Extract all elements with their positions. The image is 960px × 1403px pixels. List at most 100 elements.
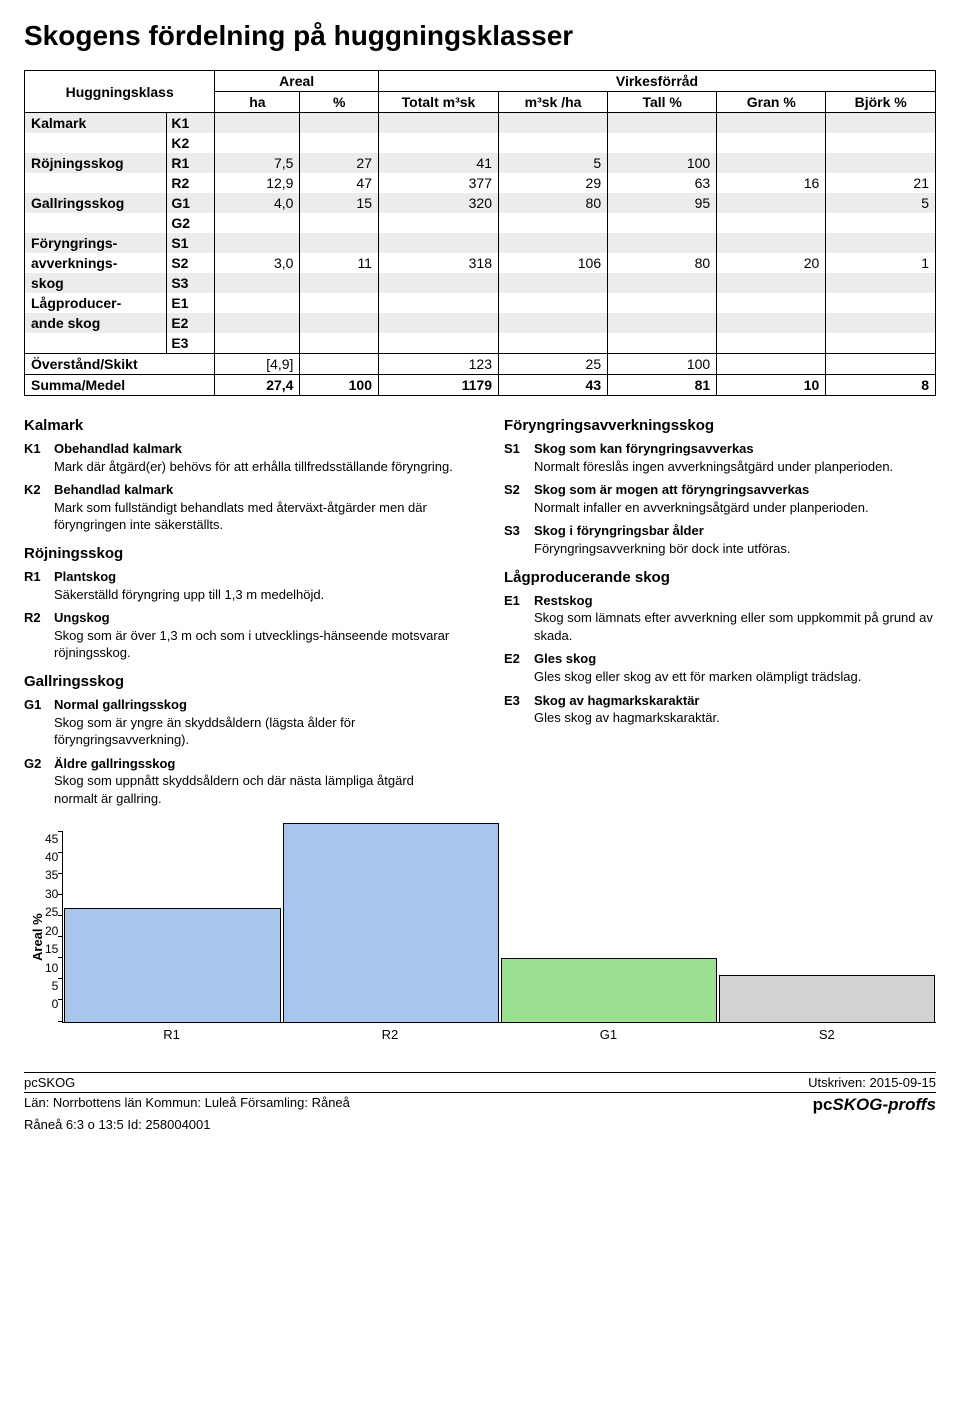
chart-ytick: 10 [45, 961, 58, 975]
cell [25, 173, 167, 193]
cell [300, 273, 379, 293]
cell [378, 233, 498, 253]
cell [215, 133, 300, 153]
cell [826, 133, 935, 153]
table-row: Föryngrings-S1 [25, 233, 935, 253]
cell: 16 [717, 173, 826, 193]
cell [300, 313, 379, 333]
cell [608, 273, 717, 293]
cell [717, 333, 826, 354]
th-areal: Areal [215, 71, 379, 92]
cell [300, 113, 379, 134]
chart-xlabel: R1 [62, 1027, 280, 1042]
table-row: KalmarkK1 [25, 113, 935, 134]
def-entry: S2Skog som är mogen att föryngringsavver… [504, 481, 936, 516]
cell: 41 [378, 153, 498, 173]
chart-bar [64, 908, 280, 1022]
cell: skog [25, 273, 167, 293]
cell [378, 133, 498, 153]
cell: R1 [167, 153, 215, 173]
cell [215, 333, 300, 354]
cell: 63 [608, 173, 717, 193]
cell: K1 [167, 113, 215, 134]
cell [378, 213, 498, 233]
cell [300, 233, 379, 253]
footer: pcSKOG Utskriven: 2015-09-15 Län: Norrbo… [24, 1072, 936, 1132]
cell: 4,0 [215, 193, 300, 213]
def-heading: Röjningsskog [24, 544, 456, 564]
main-table: Huggningsklass Areal Virkesförråd ha % T… [25, 71, 935, 395]
chart-ylabel: Areal % [24, 832, 45, 1042]
chart-ytick: 20 [45, 924, 58, 938]
cell [300, 133, 379, 153]
chart-xlabel: G1 [499, 1027, 717, 1042]
cell [378, 333, 498, 354]
cell [300, 333, 379, 354]
table-row: G2 [25, 213, 935, 233]
cell: 27 [300, 153, 379, 173]
def-entry: E1RestskogSkog som lämnats efter avverkn… [504, 592, 936, 645]
def-entry: R1PlantskogSäkerställd föryngring upp ti… [24, 568, 456, 603]
chart-ytick: 25 [45, 905, 58, 919]
table-row-over: Överstånd/Skikt[4,9]12325100 [25, 354, 935, 375]
chart-bar [719, 975, 935, 1021]
cell [717, 133, 826, 153]
cell [717, 293, 826, 313]
cell: S2 [167, 253, 215, 273]
cell [608, 213, 717, 233]
table-row: E3 [25, 333, 935, 354]
cell: 7,5 [215, 153, 300, 173]
cell [717, 273, 826, 293]
def-entry: S1Skog som kan föryngringsavverkasNormal… [504, 440, 936, 475]
chart-bar [501, 958, 717, 1021]
chart-ytick: 5 [45, 979, 58, 993]
cell [717, 193, 826, 213]
def-heading: Lågproducerande skog [504, 568, 936, 588]
cell: 29 [499, 173, 608, 193]
cell [215, 273, 300, 293]
chart-ytick: 30 [45, 887, 58, 901]
cell: 377 [378, 173, 498, 193]
cell: 3,0 [215, 253, 300, 273]
cell [499, 213, 608, 233]
cell: 1 [826, 253, 935, 273]
table-row: Lågproducer-E1 [25, 293, 935, 313]
def-entry: E3Skog av hagmarkskaraktärGles skog av h… [504, 692, 936, 727]
chart-xlabels: R1R2G1S2 [62, 1027, 936, 1042]
def-heading: Kalmark [24, 416, 456, 436]
cell: ande skog [25, 313, 167, 333]
th-tall: Tall % [608, 92, 717, 113]
cell [717, 233, 826, 253]
cell [717, 113, 826, 134]
cell: E3 [167, 333, 215, 354]
cell: Gallringsskog [25, 193, 167, 213]
cell [378, 293, 498, 313]
cell [499, 313, 608, 333]
cell: 20 [717, 253, 826, 273]
cell: avverknings- [25, 253, 167, 273]
footer-line2: Län: Norrbottens län Kommun: Luleå Försa… [24, 1095, 350, 1115]
chart-plot [62, 832, 936, 1023]
table-row-sum: Summa/Medel27,410011794381108 [25, 375, 935, 396]
cell: 95 [608, 193, 717, 213]
cell [608, 313, 717, 333]
cell: Föryngrings- [25, 233, 167, 253]
cell: 12,9 [215, 173, 300, 193]
cell: R2 [167, 173, 215, 193]
cell [378, 273, 498, 293]
th-virkes: Virkesförråd [378, 71, 935, 92]
cell [215, 233, 300, 253]
def-entry: S3Skog i föryngringsbar ålderFöryngrings… [504, 522, 936, 557]
cell [826, 213, 935, 233]
cell [499, 333, 608, 354]
cell [215, 113, 300, 134]
table-row: ande skogE2 [25, 313, 935, 333]
def-entry: R2UngskogSkog som är över 1,3 m och som … [24, 609, 456, 662]
cell [826, 233, 935, 253]
cell: 5 [499, 153, 608, 173]
footer-line3: Råneå 6:3 o 13:5 Id: 258004001 [24, 1117, 211, 1132]
cell: 21 [826, 173, 935, 193]
cell [215, 313, 300, 333]
th-tot: Totalt m³sk [378, 92, 498, 113]
cell [499, 233, 608, 253]
